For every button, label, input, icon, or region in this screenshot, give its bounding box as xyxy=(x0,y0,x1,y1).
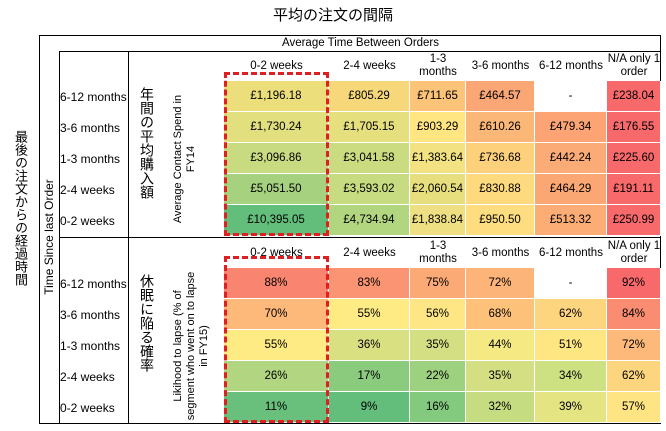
heatmap-cell: 39% xyxy=(535,392,607,423)
heatmap-cell: £464.29 xyxy=(535,174,607,205)
heatmap-cell: £479.34 xyxy=(535,112,607,143)
heatmap-cell: - xyxy=(535,81,607,112)
row-label: 6-12 months xyxy=(60,277,127,291)
heatmap-cell: £903.29 xyxy=(410,112,466,143)
heatmap-cell: £1,705.15 xyxy=(329,112,410,143)
left-axis-label: 最後の注文からの経過時間 xyxy=(12,130,27,286)
heatmap-cell: £464.57 xyxy=(466,81,535,112)
heatmap-cell: 56% xyxy=(410,299,466,330)
highlight-box xyxy=(224,72,329,236)
heatmap-cell: £10,395.05 xyxy=(224,205,329,236)
heatmap-cell: 22% xyxy=(410,361,466,392)
column-header: 1-3 months xyxy=(419,53,457,78)
row-label: 3-6 months xyxy=(60,308,121,322)
panel-en-label: Likihood to lapse (% of segment who went… xyxy=(172,271,210,421)
heatmap-cell: 35% xyxy=(410,330,466,361)
panel-ja-label: 休眠に陥る確率 xyxy=(138,274,154,372)
heatmap-cell: £711.65 xyxy=(410,81,466,112)
column-header: 6-12 months xyxy=(539,246,603,259)
heatmap-cell: 75% xyxy=(410,268,466,299)
heatmap-cell: £225.60 xyxy=(607,143,661,174)
highlight-box xyxy=(224,256,329,423)
panel-en-label-wrap: Likihood to lapse (% of segment who went… xyxy=(156,268,220,424)
heatmap-cell: 9% xyxy=(329,392,410,423)
time-since-rule xyxy=(59,51,60,424)
top-header: Average Time Between Orders xyxy=(281,37,440,49)
heatmap-cell: £830.88 xyxy=(466,174,535,205)
row-label: 2-4 weeks xyxy=(60,183,115,197)
column-header: 3-6 months xyxy=(471,246,530,259)
column-header: N/A only 1 order xyxy=(607,53,661,78)
heatmap-cell: £191.11 xyxy=(607,174,661,205)
time-since-label: Time Since last Order xyxy=(42,179,56,295)
heatmap-cell: 35% xyxy=(466,361,535,392)
row-label-rule xyxy=(128,51,129,237)
heatmap-cell: £3,041.58 xyxy=(329,143,410,174)
column-header: 2-4 weeks xyxy=(343,59,396,72)
row-label: 1-3 months xyxy=(60,152,121,166)
row-label: 1-3 months xyxy=(60,339,121,353)
heatmap-cell: £3,593.02 xyxy=(329,174,410,205)
heatmap-cell: 62% xyxy=(535,299,607,330)
heatmap-cell: 16% xyxy=(410,392,466,423)
heatmap-cell: 55% xyxy=(224,330,329,361)
spend-panel: 年間の平均購入額 Average Contact Spend in FY14 0-2… xyxy=(60,51,661,237)
heatmap-cell: 92% xyxy=(607,268,661,299)
row-label: 6-12 months xyxy=(60,90,127,104)
row-label-rule xyxy=(128,238,129,424)
heatmap-cell: 72% xyxy=(607,330,661,361)
column-header: 0-2 weeks xyxy=(250,246,303,259)
row-label: 0-2 weeks xyxy=(60,214,115,228)
heatmap-cell: 17% xyxy=(329,361,410,392)
column-header: 6-12 months xyxy=(539,59,603,72)
heatmap-cell: £238.04 xyxy=(607,81,661,112)
column-header: 2-4 weeks xyxy=(343,246,396,259)
heatmap-cell: £513.32 xyxy=(535,205,607,236)
heatmap-cell: £442.24 xyxy=(535,143,607,174)
heatmap-cell: 62% xyxy=(607,361,661,392)
heatmap-cell: £4,734.94 xyxy=(329,205,410,236)
row-label: 2-4 weeks xyxy=(60,370,115,384)
column-header: N/A only 1 order xyxy=(607,240,661,265)
column-header: 3-6 months xyxy=(471,59,530,72)
heatmap-cell: £1,383.64 xyxy=(410,143,466,174)
heatmap-cell: £805.29 xyxy=(329,81,410,112)
panel-separator xyxy=(60,237,661,238)
row-label: 0-2 weeks xyxy=(60,401,115,415)
heatmap-cell: 72% xyxy=(466,268,535,299)
heatmap-cell: 88% xyxy=(224,268,329,299)
panel-ja-label: 年間の平均購入額 xyxy=(138,87,154,199)
heatmap-cell: 55% xyxy=(329,299,410,330)
row-label: 3-6 months xyxy=(60,121,121,135)
column-header: 1-3 months xyxy=(419,240,457,265)
column-header: 0-2 weeks xyxy=(250,59,303,72)
heatmap-cell: 51% xyxy=(535,330,607,361)
heatmap-cell: £1,838.84 xyxy=(410,205,466,236)
heatmap-cell: - xyxy=(535,268,607,299)
heatmap-cell: £1,730.24 xyxy=(224,112,329,143)
heatmap-cell: 32% xyxy=(466,392,535,423)
heatmap-cell: 44% xyxy=(466,330,535,361)
heatmap-cell: £950.50 xyxy=(466,205,535,236)
heatmap-cell: £610.26 xyxy=(466,112,535,143)
chart-title: 平均の注文の間隔 xyxy=(272,6,393,24)
heatmap-cell: 57% xyxy=(607,392,661,423)
heatmap-cell: £736.68 xyxy=(466,143,535,174)
heatmap-cell: 26% xyxy=(224,361,329,392)
heatmap-cell: £250.99 xyxy=(607,205,661,236)
top-header-rule xyxy=(60,51,661,52)
panel-en-label-wrap: Average Contact Spend in FY14 xyxy=(156,81,220,237)
heatmap-cell: 84% xyxy=(607,299,661,330)
heatmap-cell: 34% xyxy=(535,361,607,392)
heatmap-cell: 68% xyxy=(466,299,535,330)
heatmap-cell: £1,196.18 xyxy=(224,81,329,112)
heatmap-cell: 83% xyxy=(329,268,410,299)
panel-en-label: Average Contact Spend in FY14 xyxy=(172,94,197,224)
lapse-panel: 休眠に陥る確率 Likihood to lapse (% of segment w… xyxy=(60,238,661,424)
time-since-column: Time Since last Order xyxy=(40,51,60,423)
heatmap-cell: 11% xyxy=(224,392,329,423)
heatmap-cell: £176.55 xyxy=(607,112,661,143)
heatmap-cell: £2,060.54 xyxy=(410,174,466,205)
heatmap-cell: 36% xyxy=(329,330,410,361)
